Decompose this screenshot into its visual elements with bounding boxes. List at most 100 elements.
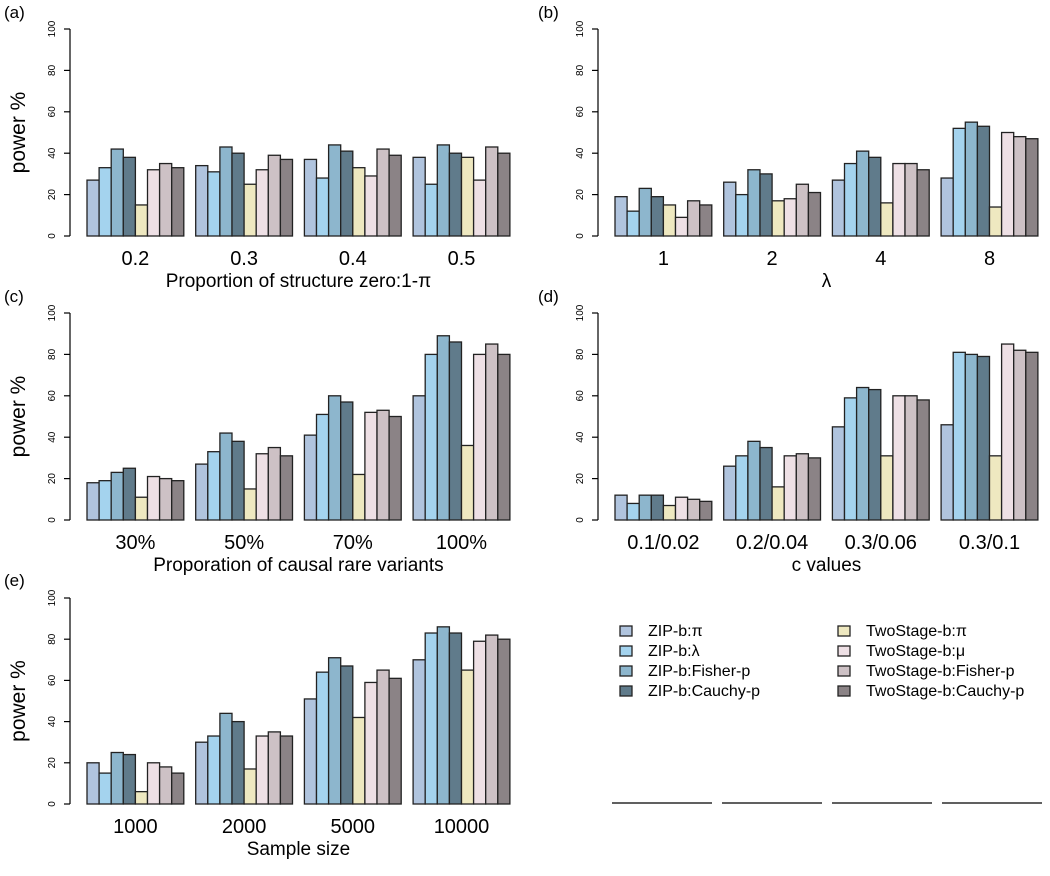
bar: [267, 731, 282, 805]
y-tick-label: 40: [47, 431, 58, 443]
bar: [964, 121, 979, 237]
bar: [735, 193, 749, 237]
panel-tag: (e): [4, 571, 25, 590]
bar: [352, 716, 366, 805]
y-tick-label: 60: [575, 390, 586, 402]
bar: [686, 498, 701, 521]
bar: [207, 451, 221, 521]
bar: [868, 156, 882, 237]
bar: [674, 216, 689, 237]
bar: [843, 162, 858, 237]
bar: [171, 167, 185, 237]
legend-swatch: [837, 685, 851, 697]
x-axis-label: Sample size: [247, 839, 351, 860]
bar: [783, 198, 797, 237]
bar: [364, 681, 378, 805]
legend-swatch: [619, 645, 633, 657]
y-tick-label: 0: [47, 233, 58, 239]
bar: [1025, 138, 1039, 237]
bar: [614, 196, 628, 237]
bar: [255, 735, 269, 805]
legend-label: TwoStage-b:μ: [866, 643, 965, 660]
bar: [98, 480, 112, 521]
bar: [352, 167, 366, 237]
bar: [747, 169, 761, 237]
bar: [448, 152, 463, 237]
bar: [626, 210, 640, 237]
bar: [783, 455, 797, 521]
bar: [388, 415, 402, 521]
y-tick-label: 40: [575, 147, 586, 159]
legend-label: ZIP-b:λ: [648, 643, 700, 660]
y-tick-label: 0: [575, 233, 586, 239]
bar: [388, 677, 402, 805]
bar: [626, 502, 640, 521]
bar: [904, 395, 918, 521]
bar: [303, 434, 318, 521]
x-tick-label: 0.5: [448, 248, 476, 270]
y-axis-label: power %: [7, 660, 30, 742]
bar: [436, 144, 451, 237]
bar: [340, 150, 354, 237]
legend-swatch: [837, 665, 851, 677]
bar: [940, 424, 954, 521]
bar: [376, 148, 390, 237]
bar: [98, 772, 112, 805]
y-tick-label: 80: [575, 64, 586, 76]
bar: [460, 444, 475, 521]
x-tick-label: 4: [875, 248, 886, 270]
bar: [110, 471, 124, 521]
x-tick-label: 2000: [222, 816, 267, 838]
y-tick-label: 40: [47, 147, 58, 159]
bar: [674, 496, 689, 521]
bar: [315, 177, 330, 237]
bar: [855, 150, 870, 237]
panel-b: (b) 0 20 40 60 80 100 1 2 4 8 λ: [538, 3, 1039, 292]
bar: [340, 401, 354, 521]
bar: [231, 152, 245, 237]
bar: [497, 638, 511, 805]
bar: [98, 167, 112, 237]
bar: [146, 475, 161, 521]
y-tick-label: 60: [575, 106, 586, 118]
panel-tag: (b): [538, 3, 559, 22]
y-tick-label: 60: [47, 390, 58, 402]
y-tick-label: 0: [47, 801, 58, 807]
bar: [795, 453, 810, 521]
x-tick-label: 0.4: [339, 248, 367, 270]
y-tick-label: 20: [575, 189, 586, 201]
bar: [376, 669, 390, 805]
y-tick-label: 100: [575, 20, 586, 37]
bar: [497, 353, 511, 521]
bar: [424, 183, 438, 237]
x-tick-label: 30%: [115, 532, 155, 554]
x-tick-label: 0.1/0.02: [627, 532, 699, 554]
bar: [279, 158, 294, 237]
bar: [880, 202, 894, 237]
bar: [340, 665, 354, 805]
bar: [207, 171, 221, 237]
y-tick-label: 60: [47, 674, 58, 686]
y-axis-label: power %: [7, 376, 30, 458]
bar: [880, 455, 894, 521]
bar: [231, 720, 245, 805]
y-tick-label: 100: [575, 304, 586, 321]
legend-swatch: [837, 625, 851, 637]
legend-swatch: [619, 625, 633, 637]
bar: [243, 488, 257, 521]
bar: [86, 179, 100, 237]
bar: [485, 146, 499, 237]
bar: [868, 388, 882, 521]
x-tick-label: 5000: [331, 816, 376, 838]
x-axis-label: λ: [822, 271, 832, 292]
bar: [807, 457, 822, 521]
bar: [497, 152, 511, 237]
panel-c: (c) 0 20 40 60 80 100 power % 30% 50% 70% 100%Propo…: [4, 287, 511, 576]
bar: [771, 486, 785, 521]
legend-label: ZIP-b:Cauchy-p: [648, 683, 760, 700]
bar: [964, 353, 979, 521]
y-tick-label: 20: [575, 473, 586, 485]
bar: [460, 156, 475, 237]
bar: [1000, 343, 1015, 521]
